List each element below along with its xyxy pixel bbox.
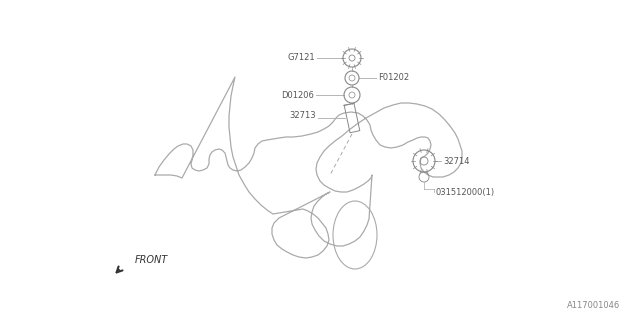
Text: D01206: D01206 [281,91,314,100]
Text: 32714: 32714 [443,156,470,165]
Text: F01202: F01202 [378,74,409,83]
Text: FRONT: FRONT [135,255,168,265]
Text: 031512000(1): 031512000(1) [436,188,495,197]
Text: A117001046: A117001046 [567,301,620,310]
Text: 32713: 32713 [289,111,316,121]
Text: G7121: G7121 [287,53,315,62]
